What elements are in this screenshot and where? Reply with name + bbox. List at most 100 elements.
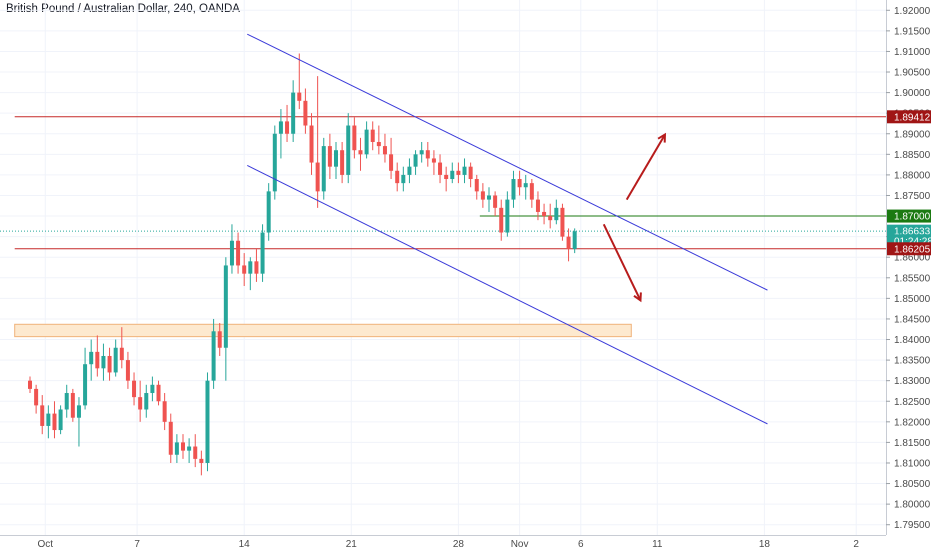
- price-axis-label: 1.86205: [887, 242, 931, 256]
- candle: [266, 183, 271, 241]
- candle: [76, 397, 81, 447]
- y-tick-label: 1.81500: [894, 438, 931, 449]
- candle-body: [480, 191, 485, 200]
- candle-body: [407, 166, 412, 175]
- candle-body: [542, 211, 547, 217]
- candle: [358, 137, 363, 171]
- x-tick-label: 14: [239, 539, 251, 550]
- candle: [382, 133, 387, 163]
- arrow: [625, 132, 667, 201]
- candle-body: [236, 240, 241, 266]
- candle-body: [499, 207, 504, 233]
- candle-body: [462, 166, 467, 175]
- candle-body: [523, 183, 528, 188]
- candle: [40, 395, 45, 435]
- candle-body: [28, 380, 32, 389]
- candle-body: [181, 442, 185, 451]
- candle-body: [554, 207, 559, 221]
- candle: [315, 76, 320, 208]
- candle: [407, 158, 412, 184]
- candle-body: [487, 195, 491, 200]
- y-tick-label: 1.92000: [894, 6, 931, 17]
- candle: [291, 80, 296, 142]
- candle: [474, 174, 479, 200]
- chart-title: British Pound / Australian Dollar, 240, …: [6, 3, 240, 15]
- demand-zone: [14, 323, 632, 338]
- candle-body: [511, 179, 516, 200]
- x-tick-label: 18: [759, 539, 771, 550]
- candle-body: [425, 150, 430, 159]
- candle: [272, 125, 277, 200]
- candle: [64, 384, 69, 418]
- candle: [205, 372, 210, 472]
- candle-body: [346, 125, 351, 175]
- candle: [162, 393, 167, 431]
- candle-body: [40, 405, 45, 426]
- candle: [242, 253, 247, 287]
- candle-body: [535, 199, 540, 212]
- price-axis-label: 1.87000: [887, 209, 931, 223]
- y-tick-label: 1.83500: [894, 356, 931, 367]
- y-tick-label: 1.85000: [894, 294, 931, 305]
- price-label-bg: [887, 110, 931, 124]
- candle: [132, 372, 137, 406]
- candle: [456, 162, 461, 184]
- candle: [340, 141, 345, 184]
- y-tick-label: 1.85500: [894, 273, 931, 284]
- candle-body: [529, 183, 534, 200]
- candle: [89, 339, 94, 381]
- candle-body: [34, 388, 39, 406]
- price-label-text: 1.89412: [894, 112, 931, 123]
- candle-body: [321, 146, 326, 192]
- y-tick-label: 1.83000: [894, 376, 931, 387]
- candle-body: [260, 232, 265, 274]
- candle: [364, 121, 369, 159]
- candle-body: [474, 179, 479, 192]
- candle: [248, 257, 253, 291]
- y-tick-label: 1.84000: [894, 335, 931, 346]
- candle-body: [438, 162, 443, 175]
- y-tick-label: 1.86000: [894, 253, 931, 264]
- candle-body: [456, 170, 461, 175]
- candle-body: [150, 384, 155, 394]
- y-tick-label: 1.79500: [894, 520, 931, 531]
- candle: [156, 380, 161, 406]
- arrow-head: [633, 292, 642, 303]
- price-label-bg: [887, 242, 931, 256]
- candle: [517, 170, 522, 196]
- x-tick-label: 11: [652, 539, 663, 550]
- candle-body: [254, 261, 259, 274]
- candle-body: [340, 150, 345, 175]
- candle-body: [174, 442, 179, 455]
- candle: [346, 113, 351, 184]
- arrow-shaft: [602, 223, 642, 301]
- channel-lower-line: [247, 164, 768, 425]
- candle-body: [46, 413, 51, 426]
- candle-body: [389, 154, 394, 171]
- candle: [211, 318, 216, 389]
- candle: [101, 343, 106, 381]
- candle: [468, 162, 473, 188]
- x-tick-label: Oct: [38, 539, 54, 550]
- candle: [462, 158, 467, 184]
- candle-body: [285, 121, 290, 134]
- candle: [297, 53, 302, 110]
- candle: [113, 339, 118, 377]
- candle: [431, 150, 436, 175]
- candle: [28, 376, 32, 394]
- candle-body: [370, 129, 375, 142]
- y-tick-label: 1.81000: [894, 458, 931, 469]
- candle-body: [144, 393, 149, 410]
- candle: [181, 434, 185, 459]
- candle: [46, 405, 51, 439]
- candle: [419, 141, 424, 163]
- candle: [529, 179, 534, 208]
- candle: [389, 137, 394, 180]
- y-tick-label: 1.80500: [894, 479, 931, 490]
- gridlines: [0, 0, 886, 535]
- candle: [285, 104, 290, 142]
- price-label-text: 01:24:28: [894, 236, 932, 247]
- candle: [236, 232, 241, 274]
- candle: [309, 113, 314, 175]
